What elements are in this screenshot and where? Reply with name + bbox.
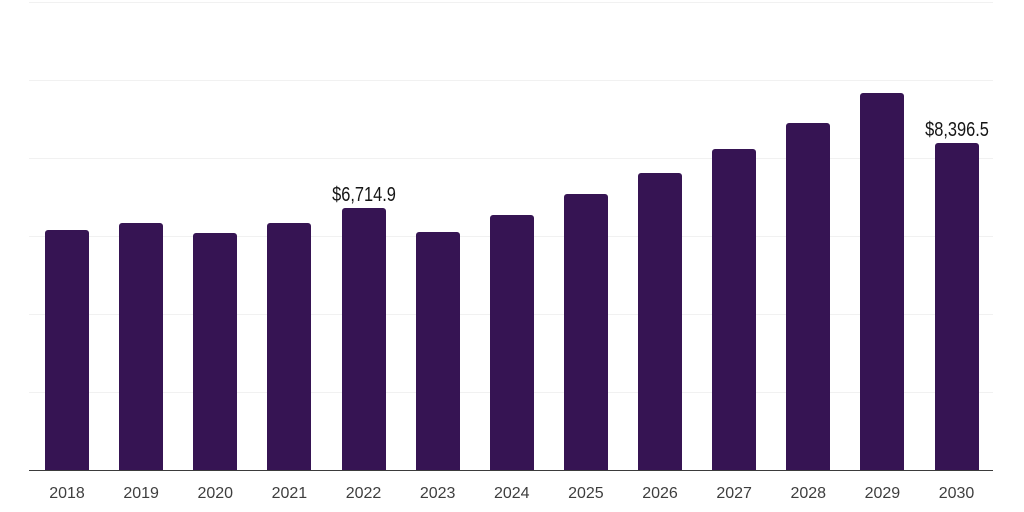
gridline (29, 80, 993, 81)
x-tick-label-2029: 2029 (864, 485, 901, 502)
data-label-2022: $6,714.9 (331, 184, 396, 207)
bar-2022[interactable] (341, 208, 386, 470)
x-tick-label-2026: 2026 (642, 485, 678, 502)
gridline (29, 158, 993, 159)
bar-2018[interactable] (45, 229, 89, 470)
bar-2019[interactable] (119, 222, 164, 470)
gridline (29, 2, 993, 3)
x-tick-label-2018: 2018 (49, 485, 85, 502)
x-tick-label-2030: 2030 (938, 485, 975, 502)
bar-2020[interactable] (193, 233, 238, 470)
x-tick-label-2019: 2019 (123, 485, 159, 502)
x-axis-line (29, 469, 993, 471)
bar-2021[interactable] (267, 222, 312, 470)
x-tick-label-2025: 2025 (568, 485, 604, 502)
x-tick-label-2027: 2027 (716, 485, 752, 502)
bar-2024[interactable] (489, 214, 534, 470)
bar-2026[interactable] (638, 173, 682, 470)
x-tick-label-2024: 2024 (493, 485, 530, 502)
x-tick-label-2023: 2023 (419, 485, 456, 502)
bar-2027[interactable] (712, 149, 757, 470)
bar-2023[interactable] (415, 231, 460, 470)
x-tick-label-2021: 2021 (271, 485, 308, 502)
bar-2028[interactable] (786, 122, 831, 470)
x-tick-label-2022: 2022 (345, 485, 382, 502)
bar-2025[interactable] (563, 194, 608, 470)
x-tick-label-2028: 2028 (790, 485, 827, 502)
bar-2030[interactable] (934, 142, 979, 470)
x-tick-label-2020: 2020 (197, 485, 234, 502)
data-label-2030: $8,396.5 (924, 118, 989, 141)
bar-2029[interactable] (860, 93, 905, 470)
